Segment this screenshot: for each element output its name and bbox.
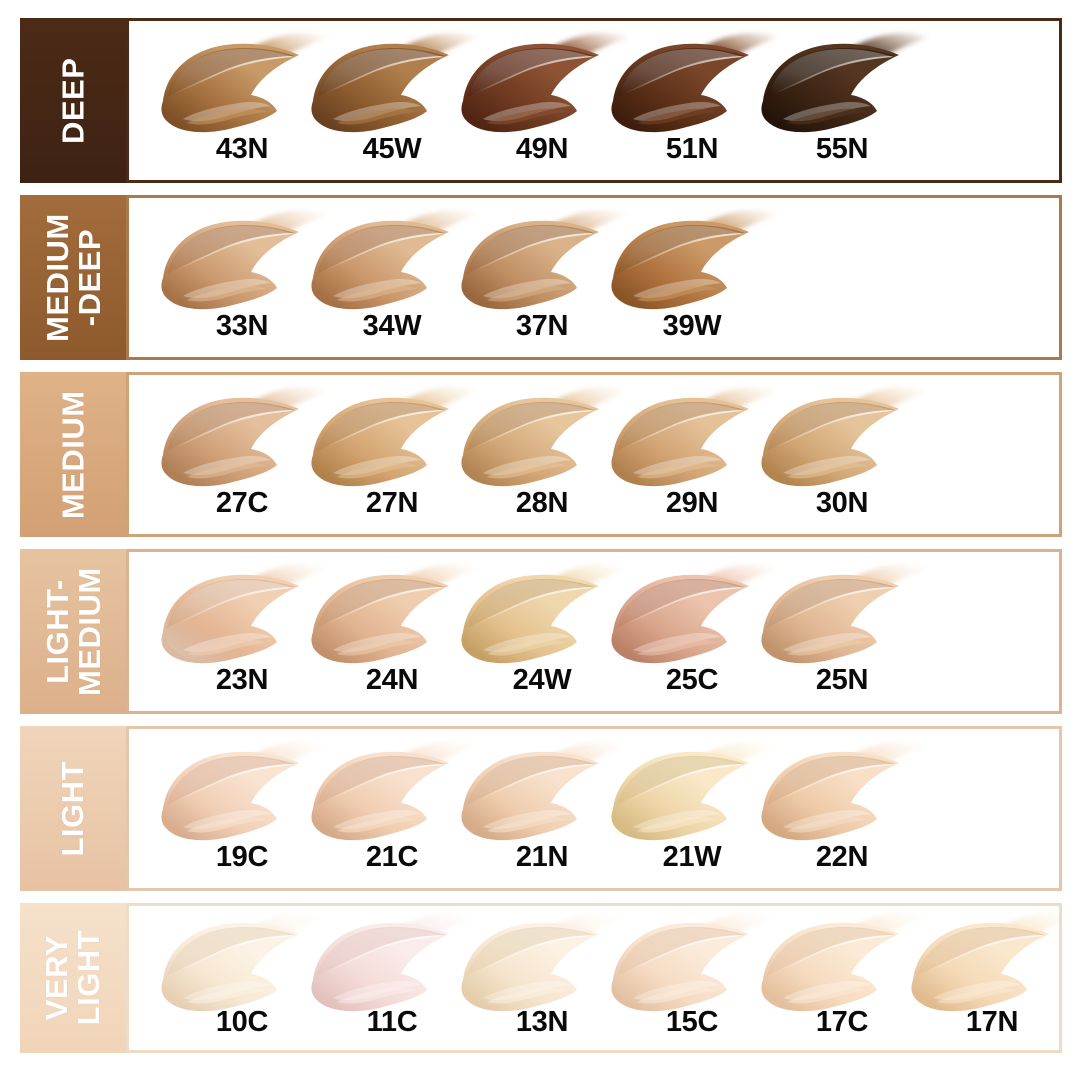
row-label-light-medium: LIGHT- MEDIUM bbox=[20, 549, 126, 714]
row-label-text: DEEP bbox=[55, 57, 91, 144]
shade-code-23n: 23N bbox=[215, 664, 269, 696]
shade-code-21n: 21N bbox=[515, 841, 569, 873]
shade-code-24n: 24N bbox=[365, 664, 419, 696]
shade-code-51n: 51N bbox=[665, 133, 719, 165]
shade-swatch-27c[interactable] bbox=[147, 377, 337, 534]
shade-swatch-30n[interactable] bbox=[747, 377, 937, 534]
shade-swatch-34w[interactable] bbox=[297, 200, 487, 357]
row-swatches-deep: 43N bbox=[126, 18, 1062, 183]
shade-code-37n: 37N bbox=[515, 310, 569, 342]
shade-swatch-24w[interactable] bbox=[447, 554, 637, 711]
shade-code-27n: 27N bbox=[365, 487, 419, 519]
shade-swatch-15c[interactable] bbox=[597, 906, 787, 1050]
shade-swatch-11c[interactable] bbox=[297, 906, 487, 1050]
shade-code-19c: 19C bbox=[215, 841, 269, 873]
shade-code-43n: 43N bbox=[215, 133, 269, 165]
row-label-text: MEDIUM bbox=[55, 390, 91, 519]
row-label-text: VERY LIGHT bbox=[39, 930, 106, 1026]
shade-code-25n: 25N bbox=[815, 664, 869, 696]
row-label-very-light: VERY LIGHT bbox=[20, 903, 126, 1053]
shade-swatch-25n[interactable] bbox=[747, 554, 937, 711]
shade-code-21w: 21W bbox=[662, 841, 722, 873]
shade-row-light: LIGHT bbox=[20, 726, 1062, 891]
row-label-deep: DEEP bbox=[20, 18, 126, 183]
shade-code-22n: 22N bbox=[815, 841, 869, 873]
shade-row-light-medium: LIGHT- MEDIUM bbox=[20, 549, 1062, 714]
row-swatches-light: 19C bbox=[126, 726, 1062, 891]
shade-code-15c: 15C bbox=[665, 1006, 719, 1038]
shade-code-25c: 25C bbox=[665, 664, 719, 696]
shade-code-39w: 39W bbox=[662, 310, 722, 342]
row-swatches-very-light: 10C bbox=[126, 903, 1062, 1053]
swatch-strip: 10C bbox=[129, 906, 1059, 1050]
shade-code-24w: 24W bbox=[512, 664, 572, 696]
shade-code-27c: 27C bbox=[215, 487, 269, 519]
shade-code-55n: 55N bbox=[815, 133, 869, 165]
shade-swatch-39w[interactable] bbox=[597, 200, 787, 357]
shade-swatch-27n[interactable] bbox=[297, 377, 487, 534]
shade-swatch-21w[interactable] bbox=[597, 731, 787, 888]
shade-code-29n: 29N bbox=[665, 487, 719, 519]
shade-swatch-23n[interactable] bbox=[147, 554, 337, 711]
shade-code-17c: 17C bbox=[815, 1006, 869, 1038]
row-swatches-light-medium: 23N bbox=[126, 549, 1062, 714]
shade-swatch-21c[interactable] bbox=[297, 731, 487, 888]
shade-swatch-19c[interactable] bbox=[147, 731, 337, 888]
shade-code-34w: 34W bbox=[362, 310, 422, 342]
row-label-medium-deep: MEDIUM -DEEP bbox=[20, 195, 126, 360]
shade-swatch-29n[interactable] bbox=[597, 377, 787, 534]
swatch-strip: 43N bbox=[129, 21, 1059, 180]
shade-code-13n: 13N bbox=[515, 1006, 569, 1038]
shade-code-49n: 49N bbox=[515, 133, 569, 165]
row-swatches-medium-deep: 33N bbox=[126, 195, 1062, 360]
swatch-strip: 19C bbox=[129, 729, 1059, 888]
shade-swatch-28n[interactable] bbox=[447, 377, 637, 534]
shade-code-30n: 30N bbox=[815, 487, 869, 519]
shade-swatch-49n[interactable] bbox=[447, 23, 637, 180]
row-label-medium: MEDIUM bbox=[20, 372, 126, 537]
shade-swatch-17c[interactable] bbox=[747, 906, 937, 1050]
shade-swatch-24n[interactable] bbox=[297, 554, 487, 711]
row-label-text: LIGHT bbox=[55, 760, 91, 857]
row-label-text: MEDIUM -DEEP bbox=[39, 213, 106, 342]
shade-code-11c: 11C bbox=[366, 1006, 418, 1038]
swatch-strip: 33N bbox=[129, 198, 1059, 357]
shade-code-21c: 21C bbox=[365, 841, 419, 873]
row-swatches-medium: 27C bbox=[126, 372, 1062, 537]
shade-swatch-25c[interactable] bbox=[597, 554, 787, 711]
shade-code-45w: 45W bbox=[362, 133, 422, 165]
shade-row-medium: MEDIUM bbox=[20, 372, 1062, 537]
shade-swatch-17n[interactable] bbox=[897, 906, 1059, 1050]
shade-swatch-21n[interactable] bbox=[447, 731, 637, 888]
shade-swatch-22n[interactable] bbox=[747, 731, 937, 888]
shade-swatch-43n[interactable] bbox=[147, 23, 337, 180]
row-label-text: LIGHT- MEDIUM bbox=[39, 567, 106, 696]
shade-swatch-45w[interactable] bbox=[297, 23, 487, 180]
shade-swatch-10c[interactable] bbox=[147, 906, 337, 1050]
shade-code-17n: 17N bbox=[965, 1006, 1019, 1038]
shade-swatch-13n[interactable] bbox=[447, 906, 637, 1050]
shade-code-10c: 10C bbox=[215, 1006, 269, 1038]
row-label-light: LIGHT bbox=[20, 726, 126, 891]
shade-swatch-37n[interactable] bbox=[447, 200, 637, 357]
shade-row-medium-deep: MEDIUM -DEEP bbox=[20, 195, 1062, 360]
swatch-strip: 27C bbox=[129, 375, 1059, 534]
shade-row-very-light: VERY LIGHT bbox=[20, 903, 1062, 1053]
shade-swatch-55n[interactable] bbox=[747, 23, 937, 180]
shade-code-33n: 33N bbox=[215, 310, 269, 342]
shade-swatch-33n[interactable] bbox=[147, 200, 337, 357]
shade-swatch-51n[interactable] bbox=[597, 23, 787, 180]
shade-code-28n: 28N bbox=[515, 487, 569, 519]
shade-row-deep: DEEP bbox=[20, 18, 1062, 183]
swatch-strip: 23N bbox=[129, 552, 1059, 711]
